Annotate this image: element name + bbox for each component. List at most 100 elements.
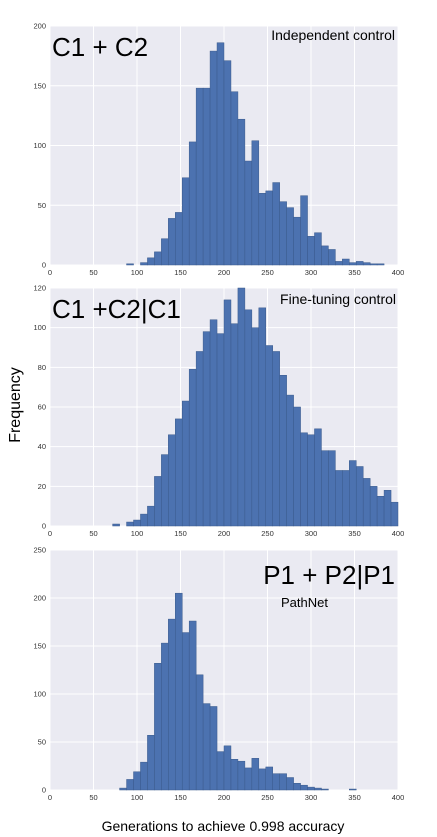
y-tick-label: 100 (33, 323, 46, 332)
x-tick-label: 250 (261, 268, 274, 277)
histogram-bar (286, 777, 294, 791)
histogram-bar (147, 735, 155, 791)
histogram-bar (188, 141, 197, 266)
histogram-bar (244, 309, 253, 527)
histogram-bar (355, 466, 364, 527)
y-tick-label: 200 (33, 594, 46, 603)
histogram-bar (230, 91, 239, 266)
x-tick-label: 400 (392, 529, 405, 538)
histogram-bar (314, 428, 322, 527)
histogram-bar (216, 42, 225, 266)
x-tick-label: 150 (174, 529, 187, 538)
histogram-bar (202, 87, 211, 266)
histogram-bar (223, 745, 232, 791)
histogram-bar (258, 307, 267, 527)
histogram-bar (216, 333, 225, 527)
histogram-bar (161, 454, 169, 527)
histogram-bar (251, 327, 260, 527)
histogram-bar (237, 287, 246, 527)
x-tick-label: 200 (218, 529, 231, 538)
histogram-bar (230, 759, 239, 791)
x-tick-label: 400 (392, 268, 405, 277)
y-tick-label: 200 (33, 22, 46, 31)
y-tick-label: 20 (38, 482, 46, 491)
histogram-bar (251, 140, 260, 266)
histogram-bar (195, 87, 204, 266)
y-axis-label: Frequency (7, 367, 24, 443)
histogram-bar (140, 513, 148, 527)
histogram-bar (230, 323, 239, 527)
chart-subtitle: PathNet (281, 595, 328, 610)
histogram-bar (175, 212, 183, 266)
histogram-bar (286, 394, 294, 527)
x-tick-label: 100 (131, 268, 144, 277)
histogram-bar (265, 345, 273, 527)
histogram-bar (195, 351, 204, 527)
histogram-bar (126, 779, 134, 791)
x-tick-label: 250 (261, 793, 274, 802)
x-tick-label: 300 (305, 793, 318, 802)
chart-title: C1 + C2 (52, 32, 148, 62)
y-tick-label: 60 (38, 403, 46, 412)
chart-subtitle: Fine-tuning control (280, 291, 396, 307)
y-tick-label: 150 (33, 81, 46, 90)
histogram-bar (119, 787, 127, 791)
histogram-bar (321, 245, 329, 266)
histogram-bar (112, 523, 120, 527)
y-tick-label: 120 (33, 284, 46, 293)
histogram-bar (376, 263, 385, 266)
histogram-bar (314, 787, 322, 791)
histogram-bar (349, 262, 357, 266)
histogram-bar (216, 751, 225, 791)
histogram-bar (314, 232, 322, 266)
histogram-bar (244, 160, 253, 266)
histogram-bar (209, 319, 218, 527)
histogram-bar (328, 450, 336, 527)
histogram-bar (279, 201, 287, 266)
histogram-bar (154, 251, 162, 266)
histogram-bar (349, 460, 357, 527)
histogram-bar (258, 768, 267, 791)
histogram-bar (362, 478, 371, 527)
x-tick-label: 100 (131, 529, 144, 538)
x-tick-label: 50 (89, 268, 97, 277)
histogram-bar (383, 490, 392, 527)
x-tick-label: 150 (174, 268, 187, 277)
histogram-bar (168, 434, 176, 527)
histogram-bar (154, 663, 162, 791)
histogram-bar (209, 706, 218, 791)
x-tick-label: 400 (392, 793, 405, 802)
histogram-bar (188, 620, 197, 791)
x-tick-label: 350 (348, 268, 361, 277)
histogram-bar (147, 505, 155, 527)
histogram-bar (258, 193, 267, 266)
histogram-bar (126, 263, 134, 266)
histogram-bar (161, 238, 169, 266)
histogram-bar (321, 450, 329, 527)
histogram-bar (307, 236, 315, 266)
y-tick-label: 0 (42, 261, 46, 270)
histogram-bar (335, 470, 343, 527)
x-tick-label: 100 (131, 793, 144, 802)
y-tick-label: 150 (33, 642, 46, 651)
histogram-bar (181, 400, 190, 527)
x-tick-label: 350 (348, 529, 361, 538)
x-tick-label: 0 (48, 529, 52, 538)
histogram-bar (272, 351, 280, 527)
x-tick-label: 0 (48, 793, 52, 802)
histogram-bar (161, 642, 169, 791)
y-tick-label: 100 (33, 141, 46, 150)
histogram-bar (272, 773, 280, 791)
histogram-bar (390, 501, 399, 527)
y-tick-label: 80 (38, 363, 46, 372)
histogram-bar (335, 261, 343, 266)
histogram-bar (154, 476, 162, 527)
y-tick-label: 100 (33, 690, 46, 699)
x-tick-label: 300 (305, 529, 318, 538)
histogram-bar (147, 257, 155, 266)
histogram-bar (362, 262, 371, 266)
histogram-bar (342, 258, 350, 266)
histogram-bar (188, 369, 197, 527)
histogram-bar (279, 375, 287, 527)
